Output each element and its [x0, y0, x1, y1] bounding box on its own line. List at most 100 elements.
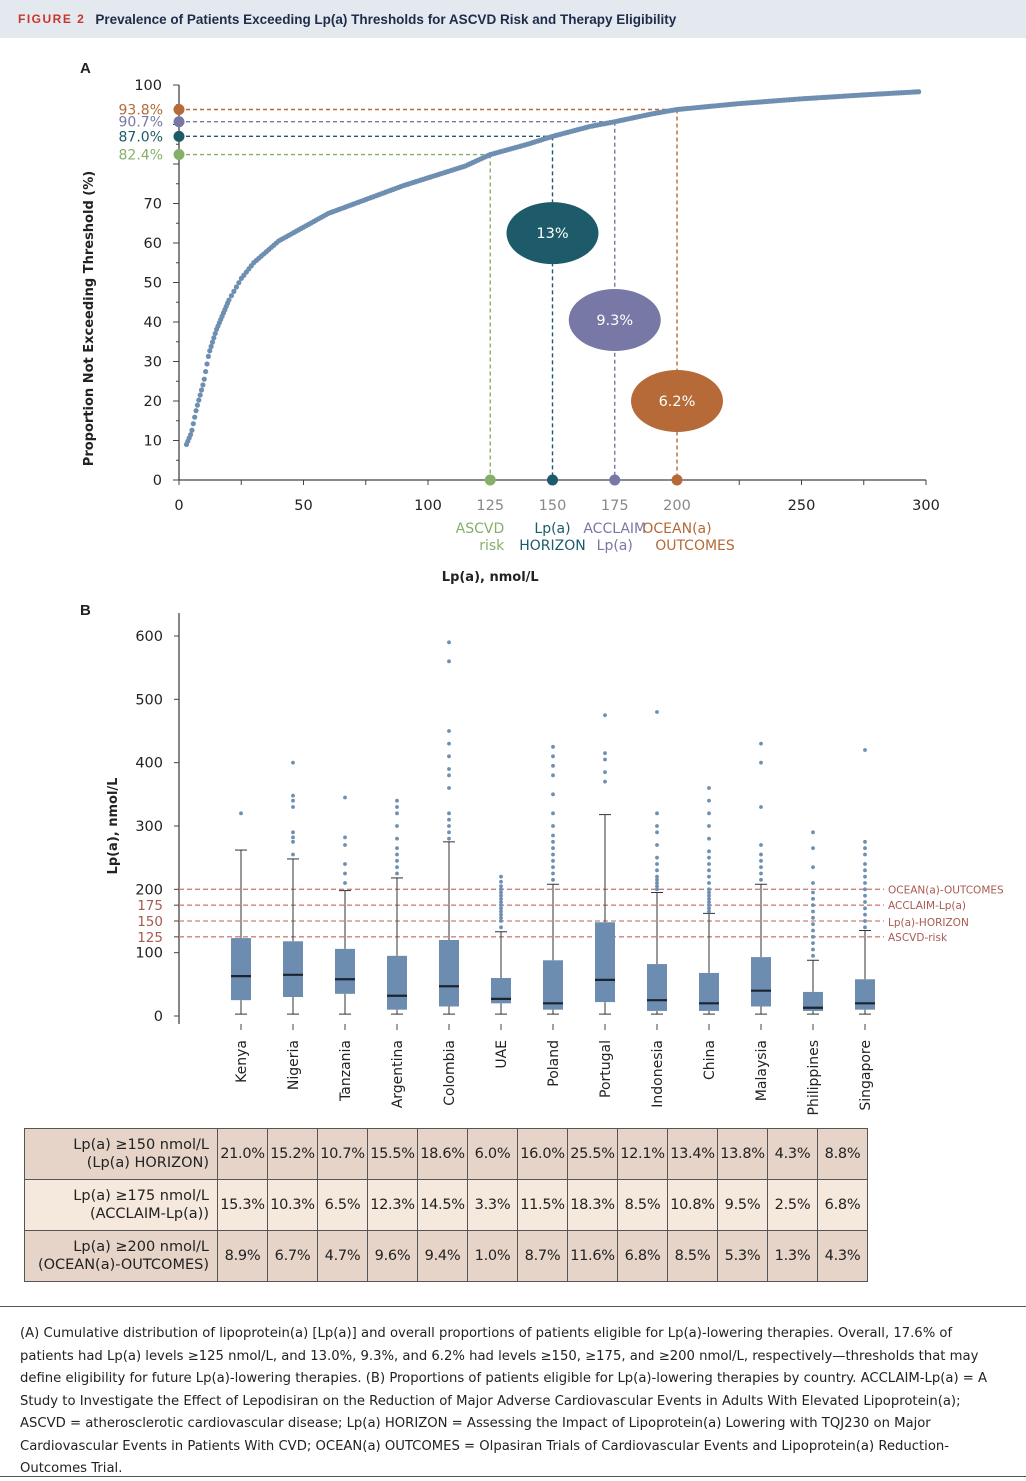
eligibility-bubble-label: 6.2%	[659, 394, 696, 410]
outlier-dot	[395, 798, 399, 803]
x-tick-label: 50	[294, 498, 312, 514]
cdf-dot	[204, 361, 210, 367]
country-label: Poland	[546, 1040, 562, 1087]
figure-caption: (A) Cumulative distribution of lipoprote…	[20, 1326, 988, 1476]
outlier-dot	[655, 824, 659, 828]
outlier-dot	[707, 874, 711, 879]
outlier-dot	[395, 836, 399, 841]
row-header-threshold: Lp(a) ≥200 nmol/L	[73, 1239, 209, 1255]
threshold-percent-label: 82.4%	[119, 148, 163, 164]
box-iqr	[803, 991, 823, 1011]
outlier-dot	[551, 792, 555, 797]
panel-b-label: B	[80, 602, 91, 619]
table-row: Lp(a) ≥175 nmol/L (ACCLAIM-Lp(a)) 15.3% 10.…	[24, 1179, 868, 1231]
country-label: Colombia	[442, 1040, 458, 1106]
outlier-dot	[759, 760, 763, 765]
outlier-dot	[499, 884, 503, 889]
y-tick-label: 30	[144, 355, 162, 371]
outlier-dot	[707, 824, 711, 828]
outlier-dot	[291, 839, 295, 844]
threshold-y-marker	[173, 103, 185, 115]
outlier-dot	[863, 893, 867, 898]
outlier-dot	[707, 900, 711, 904]
outlier-dot	[811, 903, 815, 908]
table-cell: 10.8%	[667, 1179, 718, 1231]
y-tick-label: 0	[154, 1009, 163, 1025]
outlier-dot	[863, 874, 867, 879]
box-iqr	[699, 972, 719, 1011]
outlier-dot	[759, 871, 763, 876]
country-label: Philippines	[806, 1040, 822, 1115]
figure-label: FIGURE 2	[18, 12, 86, 26]
outlier-dot	[551, 744, 555, 749]
cdf-dot	[916, 89, 922, 95]
box-iqr	[335, 948, 355, 994]
table-cell: 15.5%	[367, 1128, 418, 1180]
outlier-dot	[447, 659, 451, 664]
x-tick-label: 0	[174, 498, 183, 514]
outlier-dot	[863, 906, 867, 911]
box-iqr	[491, 978, 511, 1004]
outlier-dot	[499, 906, 503, 911]
cdf-dot	[226, 297, 232, 303]
table-cell: 4.3%	[817, 1230, 868, 1282]
threshold-name-label-1: ASCVD	[456, 521, 505, 537]
reference-line-label: ACCLAIM-Lp(a)	[888, 900, 966, 912]
outlier-dot	[863, 919, 867, 923]
row-header-trial: (Lp(a) HORIZON)	[86, 1155, 209, 1171]
outlier-dot	[447, 741, 451, 746]
outlier-dot	[551, 763, 555, 768]
table-cell: 10.7%	[317, 1128, 368, 1180]
threshold-name-label-1: OCEAN(a)	[642, 521, 711, 537]
reference-line-label: OCEAN(a)-OUTCOMES	[888, 884, 1004, 896]
country-label: China	[702, 1040, 718, 1080]
outlier-dot	[499, 919, 503, 923]
box-iqr	[387, 955, 407, 1010]
y-tick-label: 100	[134, 78, 162, 94]
cdf-dot	[211, 335, 217, 341]
table-row: Lp(a) ≥200 nmol/L (OCEAN(a)-OUTCOMES) 8.9%…	[24, 1230, 868, 1282]
table-cell: 1.0%	[467, 1230, 518, 1282]
outlier-dot	[707, 896, 711, 901]
outlier-dot	[395, 846, 399, 851]
y-tick-label: 600	[135, 629, 163, 645]
outlier-dot	[447, 786, 451, 790]
outlier-dot	[395, 824, 399, 828]
outlier-dot	[343, 862, 347, 866]
y-tick-label: 10	[144, 434, 162, 450]
threshold-x-marker	[609, 474, 621, 486]
outlier-dot	[655, 881, 659, 885]
outlier-dot	[811, 915, 815, 920]
outlier-dot	[811, 941, 815, 946]
outlier-dot	[499, 890, 503, 895]
y-tick-label: 400	[135, 756, 163, 772]
outlier-dot	[499, 896, 503, 901]
outlier-dot	[551, 858, 555, 863]
eligibility-table: Lp(a) ≥150 nmol/L (Lp(a) HORIZON) 21.0% 15.…	[24, 1128, 868, 1282]
y-tick-label: 200	[135, 882, 163, 898]
outlier-dot	[707, 836, 711, 841]
table-cell: 18.3%	[567, 1179, 618, 1231]
outlier-dot	[551, 773, 555, 778]
outlier-dot	[239, 811, 243, 816]
outlier-dot	[603, 757, 607, 762]
outlier-dot	[707, 811, 711, 816]
x-tick-label: 125	[476, 498, 504, 514]
table-cell: 4.3%	[767, 1128, 818, 1180]
eligibility-bubble	[568, 289, 661, 352]
outlier-dot	[707, 798, 711, 803]
row-header-trial: (ACCLAIM-Lp(a))	[89, 1206, 209, 1222]
x-tick-label: 150	[539, 498, 567, 514]
outlier-dot	[707, 881, 711, 885]
row-header-trial: (OCEAN(a)-OUTCOMES)	[37, 1257, 209, 1273]
outlier-dot	[707, 887, 711, 892]
country-label: Malaysia	[754, 1040, 770, 1101]
cdf-dot	[192, 414, 198, 420]
country-label: Argentina	[390, 1040, 406, 1108]
y-tick-label: 175	[137, 898, 163, 914]
table-cell: 5.3%	[717, 1230, 768, 1282]
cdf-dot	[190, 421, 196, 427]
outlier-dot	[291, 793, 295, 798]
y-axis-title: Lp(a), nmol/L	[106, 778, 121, 875]
x-axis-title: Lp(a), nmol/L	[442, 570, 539, 585]
